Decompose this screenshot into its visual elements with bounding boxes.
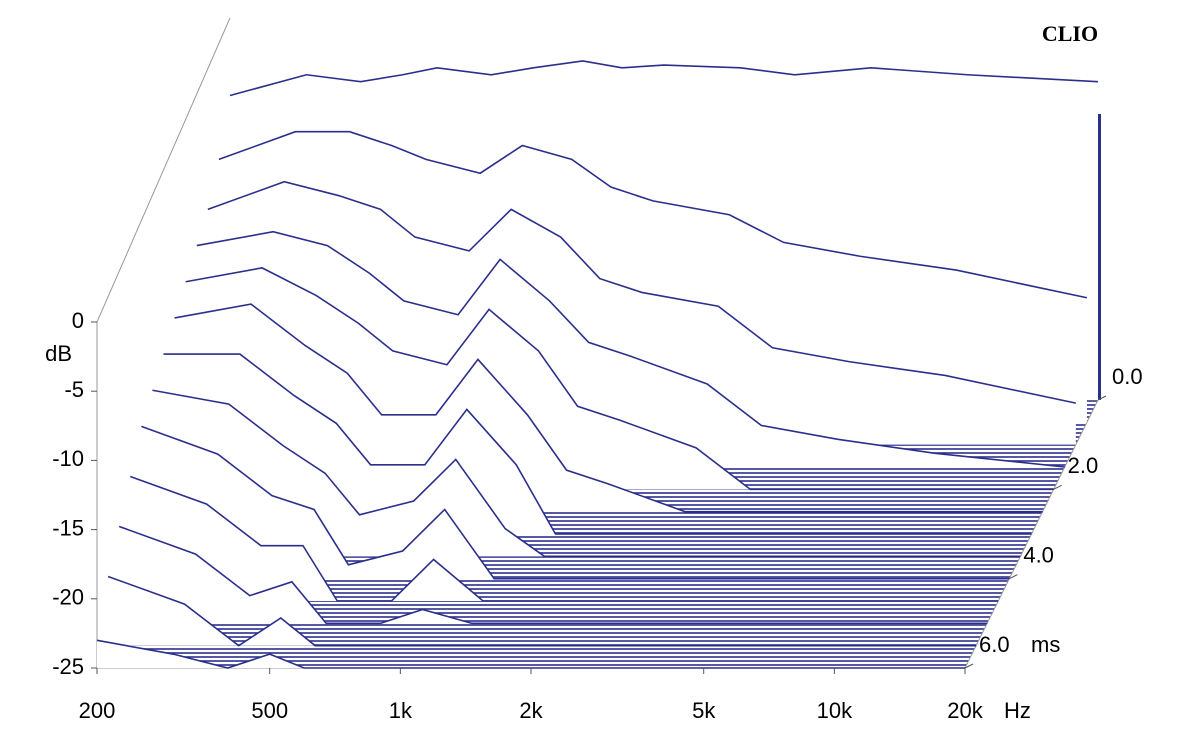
y-tick-label: 0 [72,308,84,333]
slice-line [185,267,1054,491]
y-tick-label: -15 [52,515,84,540]
y-axis-label: dB [45,341,72,366]
slice-line [218,130,1088,299]
slice-line [207,180,1076,404]
slice-fill [174,304,1043,512]
z-tick [1053,484,1062,490]
slice-line [229,60,1099,97]
brand: CLIO [1042,21,1098,46]
slice-fill [152,390,1021,557]
slice-line [96,639,965,669]
slice-fill [163,354,1032,534]
z-tick-label: 2.0 [1068,453,1099,478]
slice-line [163,353,1032,535]
z-tick-label: 4.0 [1023,542,1054,567]
z-tick-label: 0.0 [1112,364,1143,389]
x-tick-label: 2k [519,698,543,723]
x-tick-label: 10k [817,698,853,723]
x-tick-label: 500 [251,698,288,723]
y-tick-label: -20 [52,585,84,610]
x-unit: Hz [1004,698,1031,723]
slice-fill [119,526,988,624]
y-tick-label: -10 [52,446,84,471]
slice-line [141,425,1010,580]
x-tick-label: 200 [79,698,116,723]
z-unit: ms [1031,632,1060,657]
slice-line [174,303,1043,513]
x-tick-label: 1k [389,698,413,723]
z-tick-label: 6.0 [979,632,1010,657]
y-tick-label: -5 [64,377,84,402]
z-tick [1009,574,1018,580]
x-tick-label: 20k [947,698,983,723]
slice-line [152,389,1021,558]
z-tick [964,663,974,669]
slice-fill [97,640,965,668]
slice-line [118,525,988,625]
slice-fill [108,576,977,646]
z-tick [1097,395,1107,401]
slice-line [107,575,977,647]
x-tick-label: 5k [692,698,716,723]
y-tick-label: -25 [52,654,84,679]
slice-line [196,230,1065,468]
slice-line [129,475,999,602]
